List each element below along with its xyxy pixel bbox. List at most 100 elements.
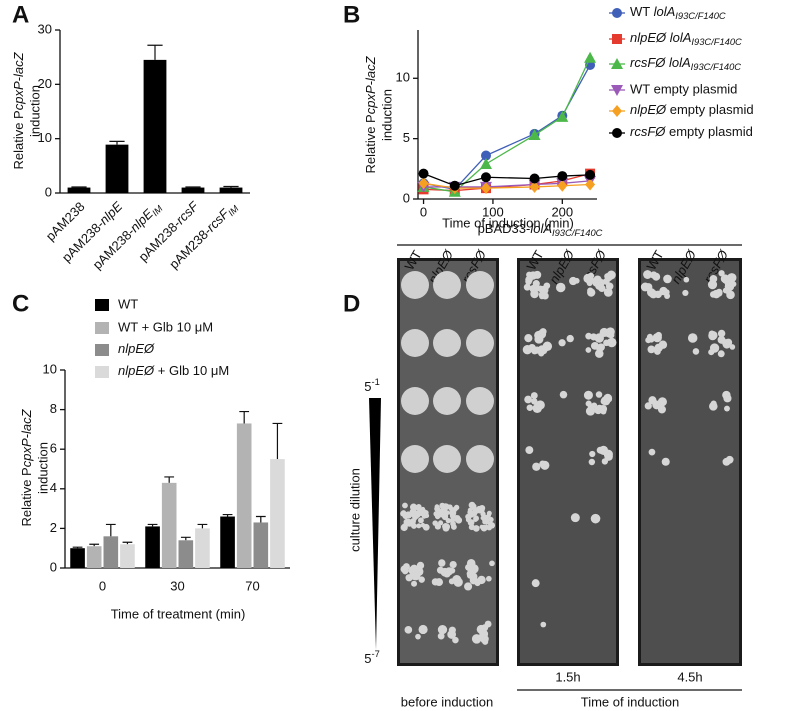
colony [433,511,440,517]
text-part: nlpEØ lolA [630,30,691,45]
colony [486,510,492,516]
colony [648,448,656,456]
error-bar [223,185,239,188]
text-part: Relative P [19,467,34,526]
marker [480,150,491,161]
colony [450,520,456,527]
colony [405,511,412,518]
colony [585,332,592,340]
text-part: WT [630,4,654,19]
legend-label: WT [118,296,138,311]
bar [103,536,119,568]
colony [400,510,407,517]
colony [435,578,444,587]
text-part: cpxP-lacZ [363,55,378,114]
bar [220,516,235,568]
colony [654,343,663,353]
panel-letter: B [343,1,360,28]
colony [683,276,690,283]
error-bar [272,422,283,460]
error-bar [255,515,266,523]
bar [178,540,194,568]
colony [587,403,595,411]
colony [467,572,474,578]
colony [410,504,418,512]
text-part: I93C/F140C [675,11,726,21]
colony [525,446,534,455]
text-part: lolA [530,221,552,236]
x-tick-label: 100 [482,204,504,219]
colony [526,271,533,278]
colony [402,524,408,530]
marker [557,171,568,182]
colony [477,575,486,585]
colony [687,333,698,343]
colony [438,559,446,567]
text-part: cpxP-lacZ [11,51,26,110]
colony [725,288,732,295]
text-part: I93C/F140C [691,37,742,47]
colony [663,289,670,296]
colony [644,402,652,410]
colony [445,567,454,576]
colony-spot [466,329,494,357]
marker [418,177,429,190]
colony [488,522,496,529]
text-part: + Glb 10 μM [154,363,229,378]
marker [585,169,596,180]
colony [606,337,617,348]
colony [437,632,445,640]
colony [531,579,540,588]
colony [420,522,426,528]
colony [566,334,574,343]
legend-label: nlpEØ [118,341,155,356]
colony [410,522,417,529]
dilution-wedge [369,398,381,650]
bar [67,187,91,193]
text-part: nlpEØ [118,341,155,356]
time-label: 1.5h [555,669,580,684]
legend-swatch [95,366,109,378]
colony [448,506,454,512]
colony [539,293,545,300]
colony [692,348,700,355]
colony [416,523,422,529]
colony [569,276,578,286]
text-part: empty plasmid [666,102,753,117]
colony [532,403,542,414]
colony-spot [466,387,494,415]
colony [570,513,580,523]
y-tick-label: 10 [43,361,57,376]
colony [476,624,486,634]
text-part: rcsFØ lolA [630,55,691,70]
bar [86,546,102,568]
colony [643,270,652,279]
colony [420,506,426,512]
colony-spot [466,445,494,473]
text-part: empty plasmid [665,124,752,139]
colony [652,332,662,343]
y-axis-label: induction [27,85,42,137]
colony [486,575,492,582]
panel-letter: D [343,290,360,317]
bar [143,59,167,194]
colony [531,398,538,405]
colony [440,503,446,508]
bar [181,187,205,193]
colony [555,282,566,293]
colony [448,626,456,634]
colony [709,343,720,353]
text-part: nlpEØ [118,363,155,378]
text-part: nlpEØ [630,102,667,117]
colony [717,350,725,358]
error-bar [147,523,158,527]
colony [416,561,425,570]
colony [402,502,408,509]
y-axis-label: induction [379,89,394,141]
error-bar [71,186,87,188]
colony [524,395,533,404]
colony [558,339,566,347]
colony [452,636,459,644]
colony [442,523,448,530]
